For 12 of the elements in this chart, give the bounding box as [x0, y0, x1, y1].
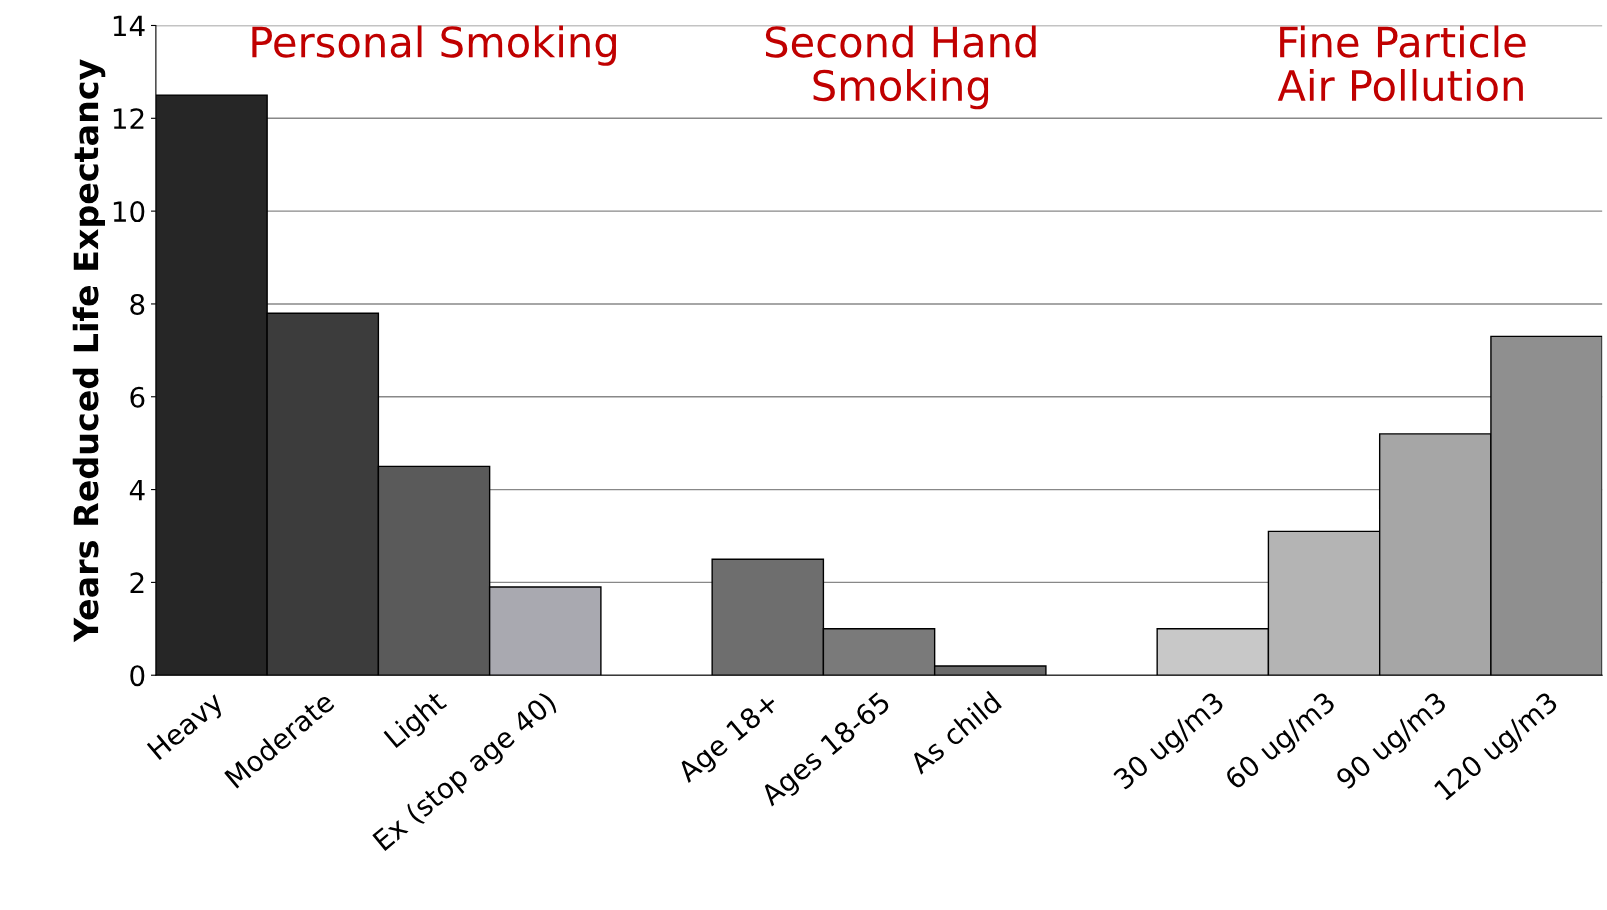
y-tick-label: 0 — [130, 665, 145, 687]
y-tick-label: 14 — [113, 15, 145, 37]
annotation: Fine Particle Air Pollution — [1277, 25, 1526, 102]
y-tick-label: 10 — [113, 201, 145, 223]
y-tick-label: 8 — [130, 293, 145, 315]
annotation: Personal Smoking — [252, 25, 616, 66]
y-axis-title: Years Reduced Life Expectancy — [72, 59, 106, 643]
y-tick-label: 6 — [130, 386, 145, 408]
annotation: Second Hand Smoking — [765, 25, 1036, 110]
y-tick-label: 2 — [130, 572, 144, 593]
y-tick-label: 4 — [129, 479, 145, 501]
y-tick-label: 12 — [113, 108, 144, 129]
